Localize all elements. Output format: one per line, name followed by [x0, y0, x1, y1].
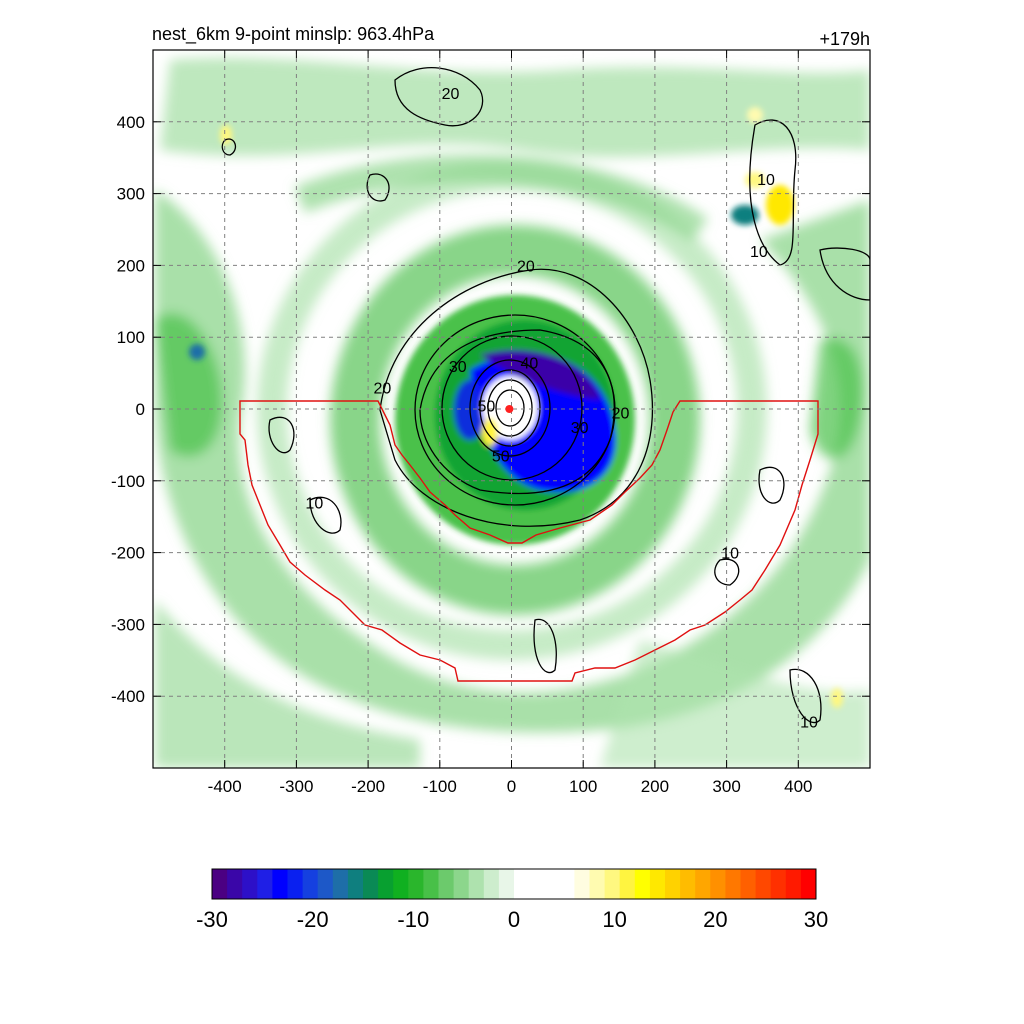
- contour-label: 10: [757, 172, 775, 189]
- colorbar-tick-label: 30: [804, 907, 828, 932]
- colorbar-swatch: [725, 869, 741, 899]
- x-tick-label: 200: [641, 777, 669, 796]
- y-tick-label: 300: [117, 185, 145, 204]
- x-tick-label: 0: [507, 777, 516, 796]
- colorbar-swatch: [257, 869, 273, 899]
- x-axis: -400 -300 -200 -100 0 100 200 300 400: [208, 50, 812, 796]
- colorbar-swatch: [453, 869, 470, 899]
- colorbar-tick-label: 10: [602, 907, 626, 932]
- storm-center: [505, 405, 514, 413]
- colorbar-swatch: [393, 869, 409, 899]
- x-tick-label: 100: [569, 777, 597, 796]
- y-tick-label: -400: [111, 687, 145, 706]
- colorbar-tick-label: -20: [297, 907, 329, 932]
- colorbar-swatch: [755, 869, 772, 899]
- colorbar-tick-label: 20: [703, 907, 727, 932]
- colorbar-tick-label: -30: [196, 907, 228, 932]
- colorbar-swatch: [544, 869, 560, 899]
- colorbar-swatch: [272, 869, 288, 899]
- y-tick-label: -300: [111, 615, 145, 634]
- contour-label: 20: [374, 380, 392, 397]
- x-tick-label: -200: [351, 777, 385, 796]
- colorbar-swatch: [695, 869, 711, 899]
- contour-lines: [221, 67, 870, 724]
- x-tick-label: 300: [712, 777, 740, 796]
- time-label: +179h: [819, 29, 870, 49]
- contour-label: 20: [442, 86, 460, 103]
- domain-outline: [239, 400, 819, 682]
- colorbar-swatch: [212, 869, 228, 899]
- colorbar-swatch: [785, 869, 802, 899]
- x-tick-label: 400: [784, 777, 812, 796]
- x-tick-label: -300: [279, 777, 313, 796]
- contour-label: 50: [492, 449, 510, 466]
- contour-labels: 20 20 20 20 30 30 40 50 50 10 10 10 10 10: [305, 86, 818, 731]
- colorbar-swatch: [302, 869, 319, 899]
- contour-label: 10: [750, 244, 768, 261]
- y-tick-label: 400: [117, 113, 145, 132]
- storm-center-marker: [505, 405, 514, 413]
- y-tick-label: 200: [117, 256, 145, 275]
- colorbar-swatch: [408, 869, 424, 899]
- colorbar-swatch: [680, 869, 696, 899]
- colorbar-swatch: [287, 869, 304, 899]
- y-tick-label: -200: [111, 544, 145, 563]
- colorbar-swatch: [227, 869, 243, 899]
- x-tick-label: -100: [423, 777, 457, 796]
- y-tick-label: 0: [136, 400, 145, 419]
- colorbar-frame: [211, 868, 817, 900]
- colorbar-swatch: [363, 869, 379, 899]
- y-tick-label: -100: [111, 472, 145, 491]
- colorbar-swatch: [740, 869, 757, 899]
- colorbar-swatch: [514, 869, 530, 899]
- colorbar: -30 -20 -10 0 10 20 30: [196, 868, 828, 932]
- colorbar-swatch: [649, 869, 666, 899]
- colorbar-swatch: [665, 869, 681, 899]
- colorbar-swatch: [317, 869, 334, 899]
- colorbar-swatch: [423, 869, 439, 899]
- colorbar-swatch: [574, 869, 590, 899]
- colorbar-swatch: [483, 869, 500, 899]
- contour-label: 40: [521, 355, 539, 372]
- colorbar-swatch: [529, 869, 545, 899]
- contour-label: 20: [517, 258, 535, 275]
- colorbar-swatch: [378, 869, 394, 899]
- colorbar-swatch: [619, 869, 636, 899]
- y-axis: 400 300 200 100 0 -100 -200 -300 -400: [111, 113, 870, 706]
- colorbar-swatch: [347, 869, 364, 899]
- colorbar-swatch: [242, 869, 258, 899]
- colorbar-swatch: [559, 869, 575, 899]
- contour-label: 50: [478, 398, 496, 415]
- colorbar-swatch: [438, 869, 455, 899]
- x-tick-label: -400: [208, 777, 242, 796]
- colorbar-tick-label: -10: [397, 907, 429, 932]
- contour-label: 30: [449, 359, 467, 376]
- contour-label: 10: [305, 495, 323, 512]
- contour-label: 10: [721, 546, 739, 563]
- colorbar-swatch: [589, 869, 606, 899]
- colorbar-swatch: [634, 869, 651, 899]
- chart-title: nest_6km 9-point minslp: 963.4hPa: [152, 24, 435, 45]
- contour-label: 20: [612, 406, 630, 423]
- colorbar-tick-label: 0: [508, 907, 520, 932]
- colorbar-swatch: [800, 869, 817, 899]
- colorbar-swatch: [468, 869, 485, 899]
- contour-label: 10: [800, 714, 818, 731]
- colorbar-swatch: [710, 869, 726, 899]
- contour-label: 30: [571, 420, 589, 437]
- colorbar-swatch: [332, 869, 349, 899]
- colorbar-swatch: [770, 869, 787, 899]
- y-tick-label: 100: [117, 328, 145, 347]
- colorbar-swatch: [498, 869, 515, 899]
- colorbar-swatch: [604, 869, 621, 899]
